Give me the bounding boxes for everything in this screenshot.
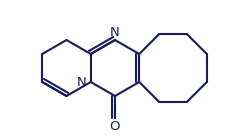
Text: N: N: [110, 25, 120, 38]
Text: O: O: [110, 120, 120, 132]
Text: N: N: [77, 75, 87, 88]
